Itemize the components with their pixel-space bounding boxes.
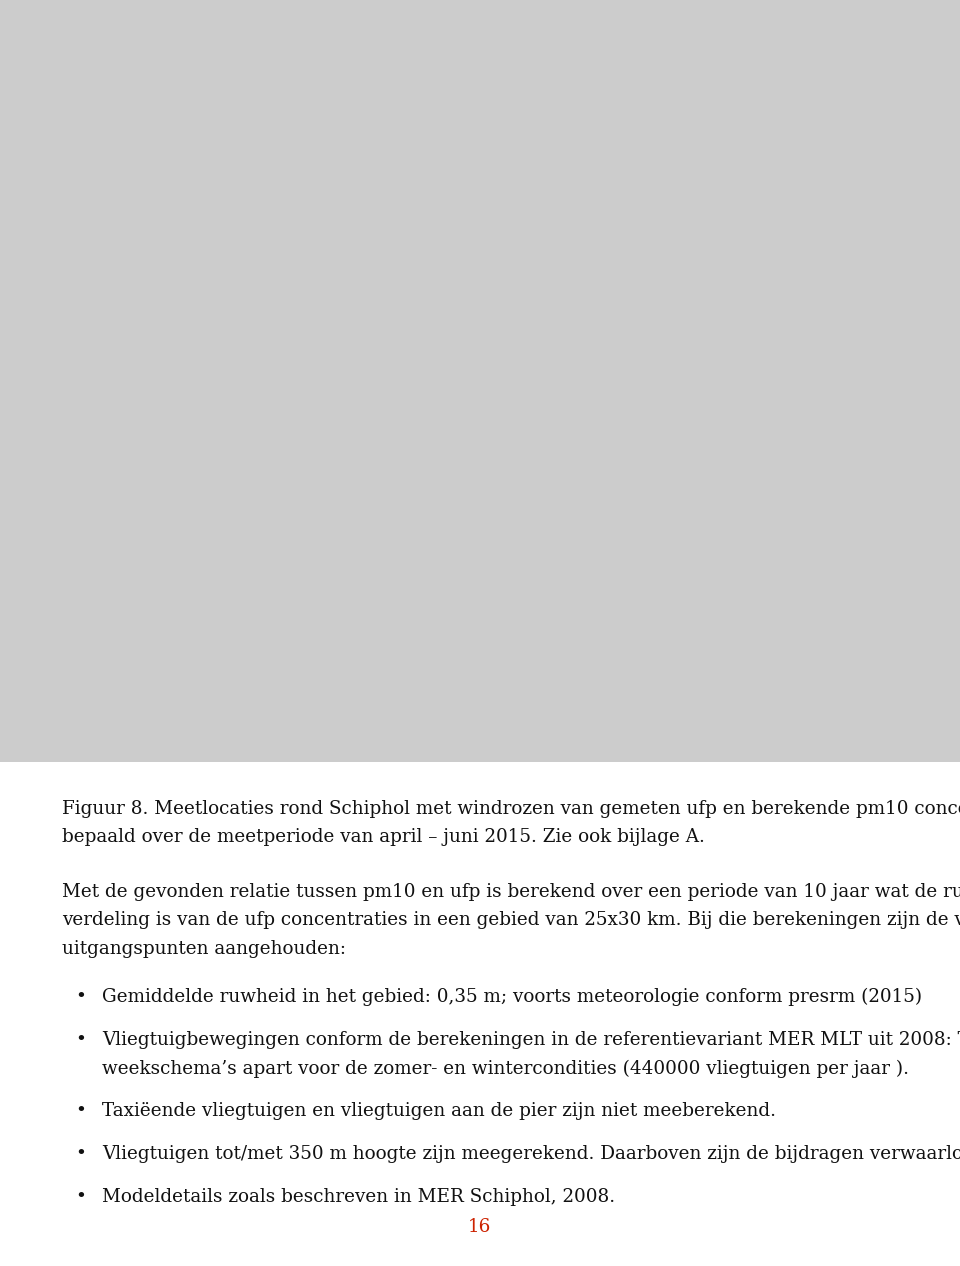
Text: 16: 16 — [468, 1218, 492, 1236]
Text: verdeling is van de ufp concentraties in een gebied van 25x30 km. Bij die bereke: verdeling is van de ufp concentraties in… — [62, 912, 960, 929]
Text: Figuur 8. Meetlocaties rond Schiphol met windrozen van gemeten ufp en berekende : Figuur 8. Meetlocaties rond Schiphol met… — [62, 800, 960, 818]
Text: Gemiddelde ruwheid in het gebied: 0,35 m; voorts meteorologie conform presrm (20: Gemiddelde ruwheid in het gebied: 0,35 m… — [102, 987, 923, 1006]
Text: •: • — [75, 987, 85, 1006]
Text: Met de gevonden relatie tussen pm10 en ufp is berekend over een periode van 10 j: Met de gevonden relatie tussen pm10 en u… — [62, 882, 960, 900]
Text: Modeldetails zoals beschreven in MER Schiphol, 2008.: Modeldetails zoals beschreven in MER Sch… — [102, 1188, 615, 1205]
Text: Vliegtuigbewegingen conform de berekeningen in de referentievariant MER MLT uit : Vliegtuigbewegingen conform de berekenin… — [102, 1031, 960, 1048]
Text: •: • — [75, 1031, 85, 1048]
Text: bepaald over de meetperiode van april – juni 2015. Zie ook bijlage A.: bepaald over de meetperiode van april – … — [62, 828, 705, 847]
Text: uitgangspunten aangehouden:: uitgangspunten aangehouden: — [62, 939, 346, 957]
Text: weekschema’s apart voor de zomer- en wintercondities (440000 vliegtuigen per jaa: weekschema’s apart voor de zomer- en win… — [102, 1060, 909, 1077]
Text: •: • — [75, 1103, 85, 1120]
Text: Vliegtuigen tot/met 350 m hoogte zijn meegerekend. Daarboven zijn de bijdragen v: Vliegtuigen tot/met 350 m hoogte zijn me… — [102, 1144, 960, 1163]
Text: Taxiëende vliegtuigen en vliegtuigen aan de pier zijn niet meeberekend.: Taxiëende vliegtuigen en vliegtuigen aan… — [102, 1103, 776, 1120]
Text: •: • — [75, 1188, 85, 1205]
Text: •: • — [75, 1144, 85, 1163]
